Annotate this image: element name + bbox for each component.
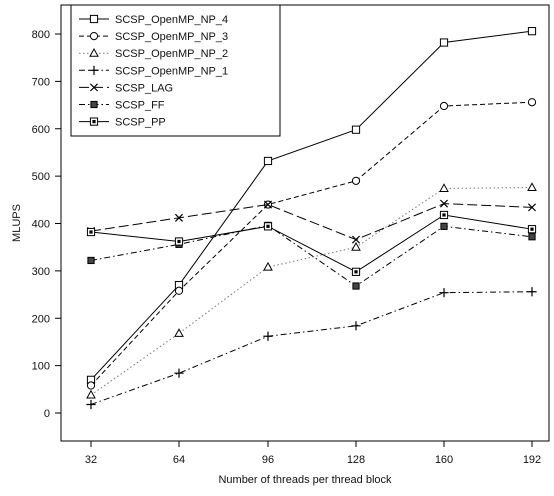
legend-label: SCSP_OpenMP_NP_2 <box>115 48 228 60</box>
legend-marker <box>90 100 98 109</box>
legend-entry: SCSP_OpenMP_NP_4 <box>79 14 228 26</box>
x-tick-label: 128 <box>347 454 365 466</box>
data-point <box>263 156 273 166</box>
x-tick-label: 32 <box>85 454 97 466</box>
series-scsp-openmp-np-4 <box>86 27 537 384</box>
data-point <box>527 27 537 36</box>
data-point <box>351 321 361 331</box>
y-tick-label: 400 <box>32 219 50 231</box>
legend-marker <box>89 117 99 126</box>
data-point <box>527 287 537 297</box>
data-point <box>351 241 361 251</box>
data-point <box>351 176 361 185</box>
data-point <box>351 235 361 244</box>
series-line <box>90 291 533 405</box>
data-point <box>87 256 95 265</box>
x-tick-label: 160 <box>435 454 453 466</box>
series-line <box>90 214 533 273</box>
legend-box <box>70 4 281 137</box>
series-line <box>90 30 533 381</box>
legend-marker <box>89 65 99 75</box>
legend-entry: SCSP_LAG <box>79 82 173 94</box>
data-point <box>174 213 184 222</box>
legend-label: SCSP_LAG <box>115 82 173 94</box>
data-point <box>439 183 449 192</box>
data-point <box>351 267 361 276</box>
y-tick-label: 500 <box>32 171 50 183</box>
data-point <box>86 399 96 410</box>
series-scsp-openmp-np-1 <box>86 287 537 410</box>
data-point <box>263 331 273 341</box>
legend: SCSP_OpenMP_NP_4 SCSP_OpenMP_NP_3 SCSP_Ope… <box>70 4 281 137</box>
data-point <box>263 261 273 271</box>
data-point <box>439 38 449 47</box>
data-point <box>174 237 184 246</box>
series-scsp-openmp-np-2 <box>86 182 537 399</box>
series-line <box>90 224 533 287</box>
data-point <box>86 389 96 399</box>
series-scsp-lag <box>86 199 537 244</box>
legend-marker <box>89 47 99 57</box>
data-point <box>439 199 449 208</box>
x-axis: 32 64 96 128 160 192 <box>85 441 541 466</box>
series-layer <box>86 27 537 410</box>
legend-marker <box>89 14 99 24</box>
data-point <box>86 227 96 237</box>
y-tick-label: 300 <box>32 266 50 278</box>
y-tick-label: 700 <box>32 76 50 88</box>
data-point <box>174 368 184 378</box>
legend-label: SCSP_OpenMP_NP_3 <box>115 31 228 43</box>
legend-marker <box>89 32 99 41</box>
data-point <box>263 200 273 209</box>
legend-entry: SCSP_OpenMP_NP_3 <box>79 31 228 43</box>
series-scsp-pp <box>86 210 537 276</box>
legend-label: SCSP_FF <box>115 100 165 112</box>
series-scsp-ff <box>87 221 536 290</box>
data-point <box>528 233 536 241</box>
y-axis: 0 100 200 300 400 500 600 700 800 <box>32 29 61 420</box>
legend-entry: SCSP_OpenMP_NP_2 <box>79 47 228 60</box>
series-scsp-openmp-np-3 <box>86 98 537 390</box>
data-point <box>351 125 361 134</box>
data-point <box>174 328 184 337</box>
y-tick-label: 200 <box>32 313 50 325</box>
data-point <box>263 222 273 231</box>
x-axis-title: Number of threads per thread block <box>218 474 392 486</box>
legend-entry: SCSP_OpenMP_NP_1 <box>79 65 228 77</box>
legend-label: SCSP_OpenMP_NP_1 <box>115 65 228 77</box>
data-point <box>527 203 537 212</box>
data-point <box>439 101 449 111</box>
y-axis-title: MLUPS <box>11 204 23 242</box>
x-tick-label: 192 <box>523 454 541 466</box>
y-tick-label: 100 <box>32 361 50 373</box>
x-tick-label: 96 <box>262 454 274 466</box>
legend-label: SCSP_OpenMP_NP_4 <box>115 14 228 26</box>
series-line <box>90 186 533 396</box>
y-tick-label: 600 <box>32 124 50 136</box>
data-point <box>439 210 449 220</box>
series-line <box>90 203 533 241</box>
legend-entry: SCSP_PP <box>79 117 166 129</box>
data-point <box>86 381 96 390</box>
data-point <box>174 286 184 295</box>
legend-entry: SCSP_FF <box>79 100 165 112</box>
series-line <box>90 101 533 386</box>
y-tick-label: 800 <box>32 29 50 41</box>
data-point <box>439 288 449 298</box>
data-point <box>352 282 360 290</box>
data-point <box>527 225 537 234</box>
data-point <box>527 98 537 107</box>
legend-label: SCSP_PP <box>115 117 166 129</box>
legend-marker <box>89 83 99 92</box>
data-point <box>440 222 448 230</box>
y-tick-label: 0 <box>44 408 50 420</box>
data-point <box>527 182 537 191</box>
x-tick-label: 64 <box>173 454 185 466</box>
